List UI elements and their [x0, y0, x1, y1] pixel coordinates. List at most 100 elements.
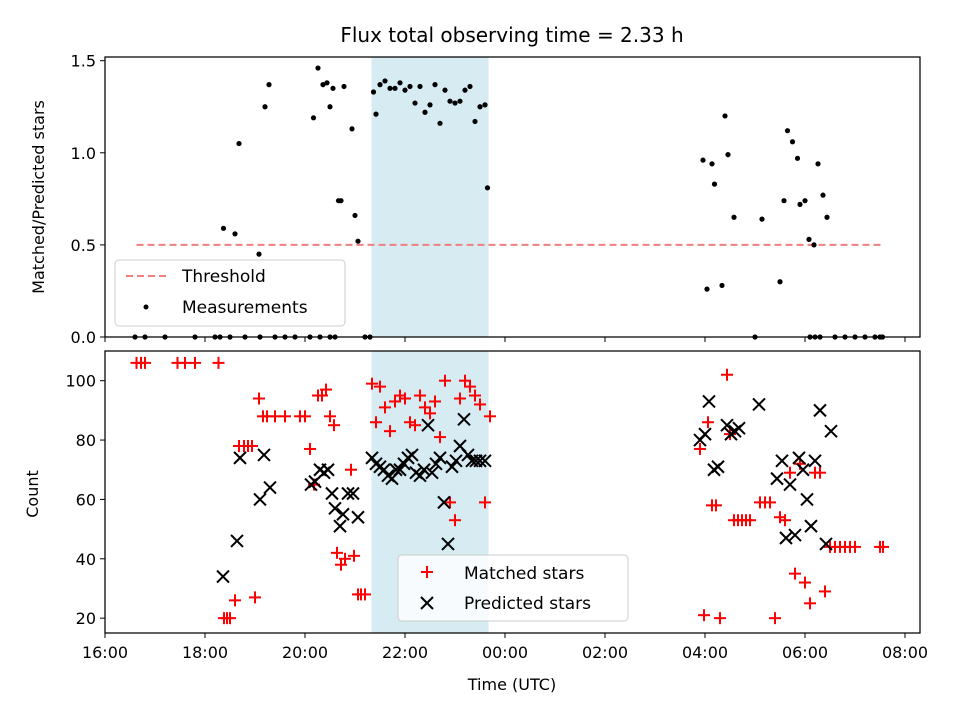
- bottom-legend: Matched stars Predicted stars: [397, 554, 629, 622]
- predicted-star-point: [711, 460, 725, 474]
- matched-star-point: [454, 392, 466, 405]
- predicted-star-point: [425, 465, 439, 480]
- x-tick-label: 02:00: [582, 643, 628, 662]
- predicted-star-point: [433, 451, 447, 465]
- measurement-point: [427, 102, 433, 108]
- measurement-point: [824, 214, 830, 220]
- predicted-star-point: [417, 463, 431, 477]
- matched-star-point: [434, 431, 446, 444]
- measurement-point: [327, 104, 333, 110]
- predicted-star-point: [341, 486, 355, 501]
- matched-star-point: [814, 466, 826, 479]
- predicted-star-point: [783, 477, 797, 492]
- measurement-point: [256, 251, 262, 257]
- predicted-star-point: [253, 492, 267, 507]
- measurement-point: [467, 83, 473, 90]
- predicted-star-point: [333, 519, 347, 533]
- matched-star-point: [424, 407, 436, 420]
- matched-star-point: [710, 499, 722, 512]
- predicted-star-point: [230, 534, 244, 548]
- bottom-y-tick-label: 60: [76, 490, 96, 509]
- measurement-point: [370, 89, 377, 95]
- measurement-point: [719, 282, 725, 289]
- top-y-tick-label: 1.5: [71, 52, 96, 71]
- matched-star-point: [299, 410, 311, 423]
- bottom-y-tick-label: 40: [76, 550, 96, 569]
- matched-star-point: [331, 546, 343, 559]
- predicted-star-point: [702, 394, 716, 409]
- bottom-y-tick-label: 100: [65, 372, 96, 391]
- x-tick-label: 16:00: [82, 643, 128, 662]
- legend-threshold-label: Threshold: [181, 267, 266, 287]
- predicted-star-point: [752, 397, 766, 412]
- legend-predicted-label: Predicted stars: [464, 594, 591, 614]
- bottom-y-axis-label: Count: [23, 470, 42, 518]
- matched-star-point: [374, 380, 386, 393]
- matched-star-point: [439, 374, 451, 387]
- measurement-point: [794, 155, 801, 161]
- matched-star-point: [449, 514, 461, 527]
- matched-star-point: [320, 383, 332, 396]
- matched-star-point: [877, 540, 889, 553]
- bottom-y-tick-label: 20: [76, 609, 96, 628]
- bottom-legend-box: [397, 554, 629, 622]
- predicted-star-point: [804, 519, 818, 533]
- predicted-star-point: [720, 418, 734, 432]
- measurement-point: [777, 279, 783, 285]
- matched-star-point: [721, 368, 733, 381]
- x-axis-label: Time (UTC): [467, 675, 556, 694]
- bottom-panel: 20 40 60 80 100 16:00 18:00 20:00 22:00 00:00 02:0…: [23, 350, 928, 694]
- measurement-point: [484, 185, 491, 191]
- matched-star-point: [384, 425, 396, 438]
- measurement-point: [437, 120, 443, 126]
- measurement-point: [382, 78, 388, 84]
- legend-measurements-swatch: [143, 304, 149, 310]
- matched-star-point: [348, 549, 360, 562]
- legend-matched-label: Matched stars: [464, 564, 584, 584]
- predicted-star-point: [216, 569, 230, 584]
- x-tick-label: 08:00: [882, 643, 928, 662]
- matched-star-point: [304, 442, 316, 455]
- predicted-star-point: [813, 403, 827, 418]
- chart-title: Flux total observing time = 2.33 h: [340, 23, 683, 47]
- predicted-star-point: [800, 492, 814, 507]
- predicted-star-point: [445, 460, 459, 474]
- predicted-star-point: [792, 451, 806, 465]
- measurement-point: [355, 238, 361, 244]
- measurement-point: [452, 100, 458, 106]
- measurement-point: [377, 82, 383, 88]
- measurement-point: [262, 104, 268, 110]
- matched-star-point: [229, 594, 241, 607]
- measurement-point: [815, 161, 821, 167]
- measurement-point: [220, 225, 227, 231]
- predicted-star-point: [325, 486, 339, 501]
- matched-star-point: [253, 392, 265, 405]
- measurement-point: [330, 85, 336, 91]
- predicted-star-point: [478, 454, 492, 468]
- matched-star-point: [464, 380, 476, 393]
- matched-star-point: [345, 463, 357, 476]
- matched-star-point: [212, 356, 225, 369]
- matched-star-point: [399, 392, 411, 405]
- top-panel: 0.0 0.5 1.0 1.5 Matched/Predicted stars Thr…: [29, 52, 921, 347]
- predicted-star-point: [421, 418, 435, 432]
- measurement-point: [324, 80, 330, 86]
- predicted-star-point: [441, 537, 455, 551]
- measurement-point: [784, 128, 791, 134]
- bottom-axes-frame: [104, 350, 921, 634]
- matched-star-point: [189, 356, 201, 369]
- matched-star-point: [744, 514, 756, 527]
- matched-star-point: [444, 496, 456, 509]
- legend-measurements-label: Measurements: [182, 298, 308, 318]
- predicted-star-point: [263, 480, 277, 495]
- measurement-point: [232, 231, 238, 237]
- matched-star-point: [366, 377, 378, 390]
- measurement-point: [447, 98, 453, 104]
- matched-star-point: [409, 419, 421, 432]
- matched-star-point: [246, 439, 258, 452]
- top-highlight-span: [371, 57, 489, 337]
- predicted-star-point: [393, 463, 407, 477]
- measurement-point: [417, 83, 423, 90]
- matched-star-point: [224, 612, 236, 625]
